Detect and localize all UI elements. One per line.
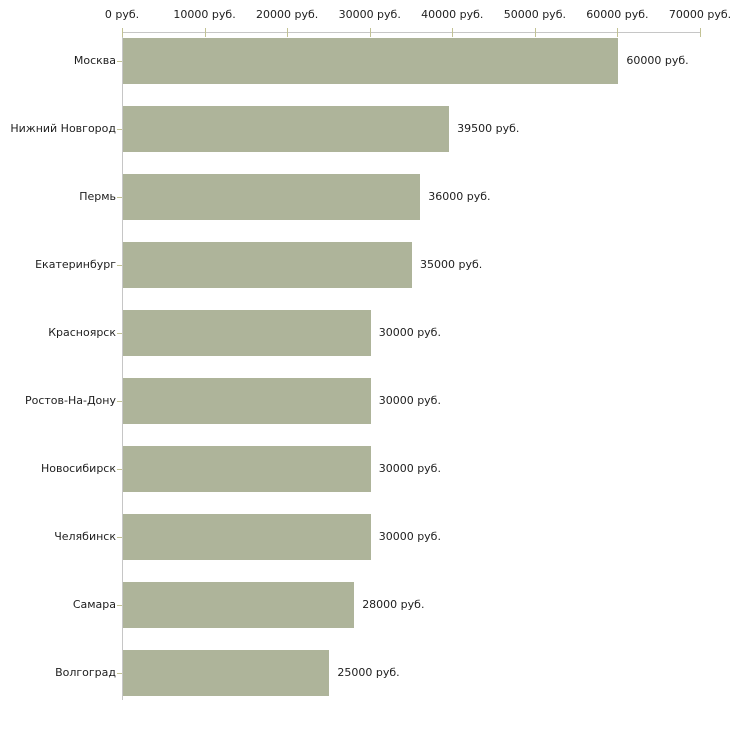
category-label: Новосибирск <box>40 462 116 475</box>
value-label: 30000 руб. <box>378 462 441 475</box>
category-label: Ростов-На-Дону <box>24 394 116 407</box>
y-axis-tick-mark <box>117 61 122 62</box>
category-label: Москва <box>73 54 116 67</box>
bar <box>123 242 412 288</box>
category-label: Екатеринбург <box>35 258 116 271</box>
bar <box>123 174 421 220</box>
x-axis-tick-mark <box>534 28 536 37</box>
value-label: 30000 руб. <box>378 326 441 339</box>
x-axis-tick-mark <box>452 28 454 37</box>
y-axis-tick-mark <box>117 605 122 606</box>
category-label: Челябинск <box>54 530 116 543</box>
category-label: Самара <box>72 598 116 611</box>
y-axis-tick-mark <box>117 401 122 402</box>
x-axis-tick-label: 50000 руб. <box>503 8 566 21</box>
value-label: 25000 руб. <box>337 666 400 679</box>
category-label: Нижний Новгород <box>10 122 116 135</box>
x-axis-tick-label: 40000 руб. <box>421 8 484 21</box>
category-label: Пермь <box>79 190 116 203</box>
bar <box>123 514 371 560</box>
y-axis-tick-mark <box>117 537 122 538</box>
category-label: Красноярск <box>48 326 116 339</box>
x-axis-tick-label: 20000 руб. <box>256 8 319 21</box>
x-axis-tick-mark <box>287 28 289 37</box>
value-label: 60000 руб. <box>626 54 689 67</box>
value-label: 39500 руб. <box>457 122 520 135</box>
x-axis-tick-label: 70000 руб. <box>668 8 730 21</box>
bar <box>123 38 619 84</box>
y-axis-tick-mark <box>117 197 122 198</box>
y-axis-tick-mark <box>117 469 122 470</box>
value-label: 28000 руб. <box>362 598 425 611</box>
bar <box>123 378 371 424</box>
x-axis-tick-mark <box>700 28 701 37</box>
x-axis-line <box>122 32 701 33</box>
x-axis-tick-mark <box>204 28 206 37</box>
x-axis-tick-label: 10000 руб. <box>173 8 236 21</box>
bar <box>123 650 330 696</box>
value-label: 36000 руб. <box>428 190 491 203</box>
x-axis-tick-label: 30000 руб. <box>338 8 401 21</box>
y-axis-tick-mark <box>117 129 122 130</box>
value-label: 30000 руб. <box>378 394 441 407</box>
x-axis-tick-label: 60000 руб. <box>586 8 649 21</box>
y-axis-tick-mark <box>117 333 122 334</box>
x-axis-tick-label: 0 руб. <box>104 8 140 21</box>
bar <box>123 446 371 492</box>
plot-area: 0 руб. 10000 руб. 20000 руб. 30000 руб. 4000… <box>10 8 730 700</box>
bar <box>123 310 371 356</box>
y-axis-tick-mark <box>117 673 122 674</box>
value-label: 35000 руб. <box>420 258 483 271</box>
x-axis-tick-mark <box>617 28 619 37</box>
value-label: 30000 руб. <box>378 530 441 543</box>
bar <box>123 582 355 628</box>
x-axis-tick-mark <box>122 28 123 37</box>
category-label: Волгоград <box>55 666 116 679</box>
y-axis-line <box>122 32 123 700</box>
x-axis-tick-mark <box>369 28 371 37</box>
y-axis-tick-mark <box>117 265 122 266</box>
bar <box>123 106 450 152</box>
